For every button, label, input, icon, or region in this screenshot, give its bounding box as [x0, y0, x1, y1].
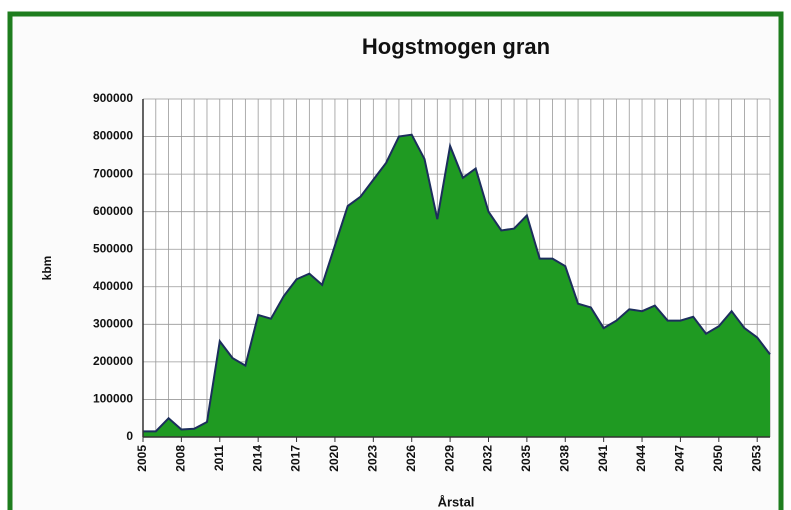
x-tick-label: 2044	[634, 445, 648, 472]
x-tick-label: 2029	[442, 445, 456, 472]
area-outline	[143, 133, 771, 433]
x-tick-label: 2020	[327, 445, 341, 472]
y-tick-label: 100000	[93, 392, 133, 406]
y-axis-label: kbm	[40, 256, 54, 281]
y-tick-label: 800000	[93, 129, 133, 143]
x-tick-label: 2023	[365, 445, 379, 472]
x-tick-label: 2050	[711, 445, 725, 472]
x-tick-label: 2026	[404, 445, 418, 472]
x-tick-label: 2011	[212, 445, 226, 471]
area	[143, 134, 770, 437]
y-tick-label: 300000	[93, 317, 133, 331]
y-tick-label: 0	[126, 429, 133, 443]
x-tick-label: 2047	[673, 445, 687, 472]
x-axis-label: Årstal	[438, 494, 475, 509]
x-tick-label: 2017	[289, 445, 303, 472]
y-tick-label: 200000	[93, 354, 133, 368]
y-tick-label: 700000	[93, 166, 133, 180]
chart-title: Hogstmogen gran	[362, 34, 550, 59]
x-tick-label: 2041	[596, 445, 610, 472]
y-tick-label: 600000	[93, 204, 133, 218]
x-tick-label: 2032	[481, 445, 495, 472]
x-tick-label: 2038	[557, 445, 571, 472]
y-tick-label: 900000	[93, 91, 133, 105]
x-tick-label: 2005	[135, 445, 149, 472]
y-tick-label: 400000	[93, 279, 133, 293]
y-tick-label: 500000	[93, 241, 133, 255]
x-tick-label: 2053	[749, 445, 763, 472]
x-tick-label: 2035	[519, 445, 533, 472]
x-tick-label: 2008	[174, 445, 188, 472]
x-tick-label: 2014	[250, 445, 264, 472]
